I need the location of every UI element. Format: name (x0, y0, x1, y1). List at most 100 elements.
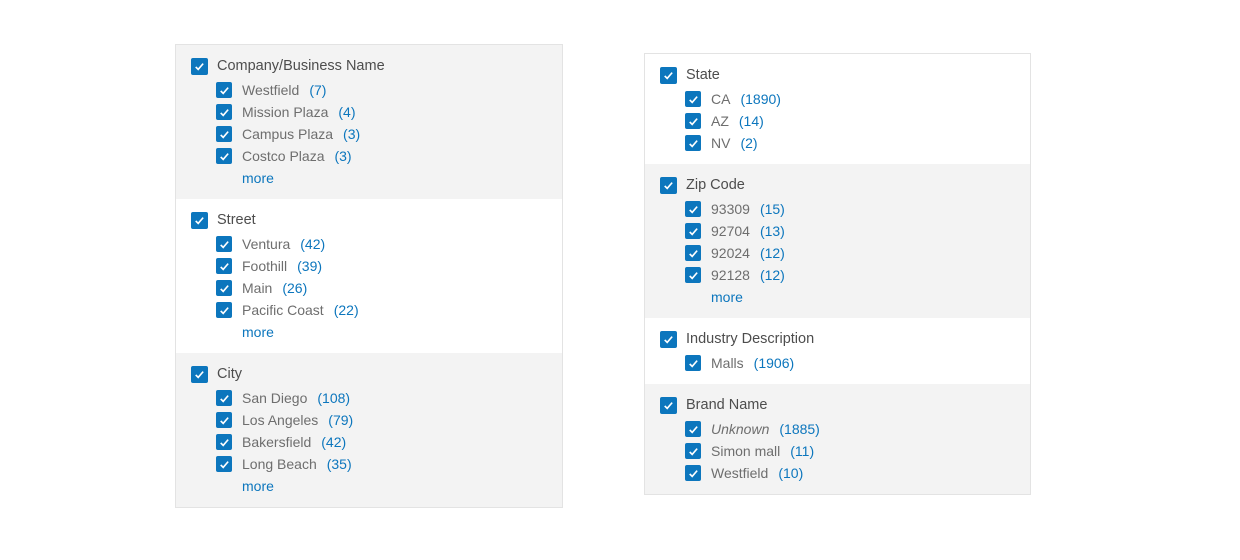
check-icon (688, 117, 698, 126)
item-checkbox-93309[interactable] (685, 201, 701, 217)
filter-group-row: Brand Name (645, 392, 1030, 418)
item-checkbox-malls[interactable] (685, 355, 701, 371)
filter-item-row: Foothill (39) (176, 255, 562, 277)
item-checkbox-los-angeles[interactable] (216, 412, 232, 428)
group-checkbox-industry-description[interactable] (660, 330, 677, 348)
item-checkbox-ca[interactable] (685, 91, 701, 107)
filter-item-row: Westfield (10) (645, 462, 1030, 484)
item-checkbox-main[interactable] (216, 280, 232, 296)
more-link[interactable]: more (242, 478, 274, 494)
item-checkbox-ventura[interactable] (216, 236, 232, 252)
filter-item-count: (7) (309, 82, 327, 98)
more-row: more (645, 286, 1030, 308)
check-icon (688, 205, 698, 214)
group-checkbox-brand-name[interactable] (660, 396, 677, 414)
filter-item-label: Westfield (711, 465, 769, 481)
filter-group-row: Street (176, 207, 562, 233)
item-checkbox-campus-plaza[interactable] (216, 126, 232, 142)
filter-panel-right: State CA (1890) AZ (14) NV (2) Zip Code 93309 (15… (644, 53, 1031, 495)
check-icon (688, 447, 698, 456)
filter-item-row: Malls (1906) (645, 352, 1030, 374)
filter-item-count: (22) (333, 302, 359, 318)
filter-item-row: Unknown (1885) (645, 418, 1030, 440)
filter-item-label: 92024 (711, 245, 750, 261)
group-checkbox-city[interactable] (191, 365, 208, 383)
group-checkbox-state[interactable] (660, 66, 677, 84)
item-checkbox-westfield[interactable] (216, 82, 232, 98)
filter-item-count: (15) (759, 201, 785, 217)
filter-group-label: City (217, 366, 242, 382)
filter-section-zip-code: Zip Code 93309 (15) 92704 (13) 92024 (12) 92128… (645, 164, 1030, 318)
filter-item-label: Bakersfield (242, 434, 312, 450)
filter-item-row: AZ (14) (645, 110, 1030, 132)
filter-section-brand-name: Brand Name Unknown (1885) Simon mall (11) Wes… (645, 384, 1030, 494)
check-icon (219, 240, 229, 249)
filter-item-count: (12) (759, 245, 785, 261)
item-checkbox-nv[interactable] (685, 135, 701, 151)
filter-item-row: Long Beach (35) (176, 453, 562, 475)
check-icon (688, 469, 698, 478)
filter-item-row: Campus Plaza (3) (176, 123, 562, 145)
check-icon (195, 370, 204, 379)
filter-item-row: San Diego (108) (176, 387, 562, 409)
check-icon (219, 416, 229, 425)
filter-item-count: (3) (334, 148, 352, 164)
item-checkbox-westfield[interactable] (685, 465, 701, 481)
filter-item-row: NV (2) (645, 132, 1030, 154)
filter-group-row: State (645, 62, 1030, 88)
filter-item-count: (42) (321, 434, 347, 450)
more-row: more (176, 475, 562, 497)
check-icon (688, 95, 698, 104)
more-link[interactable]: more (711, 289, 743, 305)
filter-item-label: Westfield (242, 82, 300, 98)
item-checkbox-92024[interactable] (685, 245, 701, 261)
filter-item-count: (79) (328, 412, 354, 428)
check-icon (219, 394, 229, 403)
item-checkbox-bakersfield[interactable] (216, 434, 232, 450)
filter-item-count: (2) (740, 135, 758, 151)
filter-item-count: (1885) (779, 421, 820, 437)
check-icon (219, 438, 229, 447)
check-icon (219, 130, 229, 139)
item-checkbox-mission-plaza[interactable] (216, 104, 232, 120)
item-checkbox-simon-mall[interactable] (685, 443, 701, 459)
filter-item-count: (26) (282, 280, 308, 296)
filter-item-label: NV (711, 135, 731, 151)
more-link[interactable]: more (242, 170, 274, 186)
filter-item-label: 92128 (711, 267, 750, 283)
filter-item-count: (3) (343, 126, 361, 142)
item-checkbox-unknown[interactable] (685, 421, 701, 437)
filter-item-label: Long Beach (242, 456, 317, 472)
filter-item-label: CA (711, 91, 731, 107)
check-icon (219, 86, 229, 95)
filter-section-city: City San Diego (108) Los Angeles (79) Bakersf… (176, 353, 562, 507)
check-icon (219, 108, 229, 117)
item-checkbox-pacific-coast[interactable] (216, 302, 232, 318)
item-checkbox-az[interactable] (685, 113, 701, 129)
filter-group-row: Company/Business Name (176, 53, 562, 79)
group-checkbox-street[interactable] (191, 211, 208, 229)
filter-panel-left: Company/Business Name Westfield (7) Mission… (175, 44, 563, 508)
filter-item-count: (14) (738, 113, 764, 129)
item-checkbox-92704[interactable] (685, 223, 701, 239)
group-checkbox-zip-code[interactable] (660, 176, 677, 194)
filter-item-label: AZ (711, 113, 729, 129)
check-icon (688, 271, 698, 280)
item-checkbox-san-diego[interactable] (216, 390, 232, 406)
item-checkbox-92128[interactable] (685, 267, 701, 283)
filter-item-count: (39) (297, 258, 323, 274)
filter-item-row: 92704 (13) (645, 220, 1030, 242)
filter-item-count: (1906) (753, 355, 795, 371)
check-icon (688, 227, 698, 236)
item-checkbox-foothill[interactable] (216, 258, 232, 274)
item-checkbox-long-beach[interactable] (216, 456, 232, 472)
filter-group-row: Industry Description (645, 326, 1030, 352)
check-icon (219, 306, 229, 315)
item-checkbox-costco-plaza[interactable] (216, 148, 232, 164)
check-icon (219, 152, 229, 161)
more-link[interactable]: more (242, 324, 274, 340)
filter-item-label: Unknown (711, 421, 770, 437)
filter-item-count: (1890) (740, 91, 781, 107)
group-checkbox-company-business-name[interactable] (191, 57, 208, 75)
filter-item-row: Bakersfield (42) (176, 431, 562, 453)
